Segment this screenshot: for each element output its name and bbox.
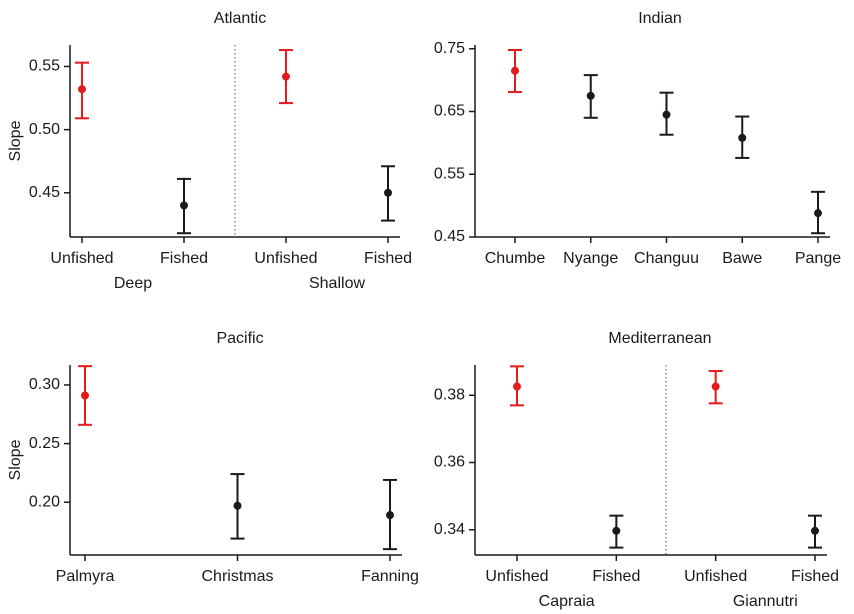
y-tick-label: 0.55 [434,165,465,182]
y-tick-label: 0.20 [29,493,60,510]
x-tick-label: Palmyra [56,568,115,585]
x-tick-label: Unfished [684,568,747,585]
y-tick-label: 0.38 [434,386,465,403]
y-tick-label: 0.25 [29,435,60,452]
point [233,501,242,510]
x-tick-label: Pange [795,250,841,267]
point [662,110,671,119]
y-tick-label: 0.34 [434,521,465,538]
point [384,188,392,197]
x-tick-label: Unfished [50,250,113,267]
x-tick-label: Christmas [201,568,273,585]
x-tick-label: Changuu [634,250,699,267]
point [180,201,188,210]
group-label: Deep [114,275,152,292]
panel-title: Mediterranean [608,330,711,347]
x-tick-label: Fished [364,250,412,267]
point [282,72,290,81]
point [386,511,394,520]
point [586,91,595,100]
group-label: Shallow [309,275,365,292]
y-axis-label: Slope [7,120,24,161]
point [612,526,621,535]
point [78,85,86,94]
y-tick-label: 0.30 [29,376,60,393]
x-tick-label: Unfished [254,250,317,267]
y-tick-label: 0.45 [434,228,465,245]
y-axis-label: Slope [7,439,24,480]
point [811,526,819,535]
group-label: Giannutri [733,593,798,610]
x-tick-label: Fished [160,250,208,267]
group-label: Capraia [539,593,595,610]
point [711,382,720,391]
point [513,382,521,391]
x-tick-label: Chumbe [485,250,546,267]
panel-title: Atlantic [214,10,266,27]
x-tick-label: Unfished [485,568,548,585]
x-tick-label: Bawe [722,250,762,267]
y-tick-label: 0.55 [29,58,60,75]
x-tick-label: Fished [592,568,640,585]
point [511,66,519,75]
x-tick-label: Fished [791,568,839,585]
y-tick-label: 0.75 [434,40,465,57]
point [814,209,822,218]
point [81,391,89,400]
y-tick-label: 0.36 [434,454,465,471]
y-tick-label: 0.65 [434,103,465,120]
x-tick-label: Nyange [563,250,618,267]
point [738,133,747,142]
y-tick-label: 0.50 [29,121,60,138]
y-tick-label: 0.45 [29,184,60,201]
panel-title: Indian [638,10,682,27]
x-tick-label: Fanning [361,568,419,585]
panel-title: Pacific [216,330,263,347]
